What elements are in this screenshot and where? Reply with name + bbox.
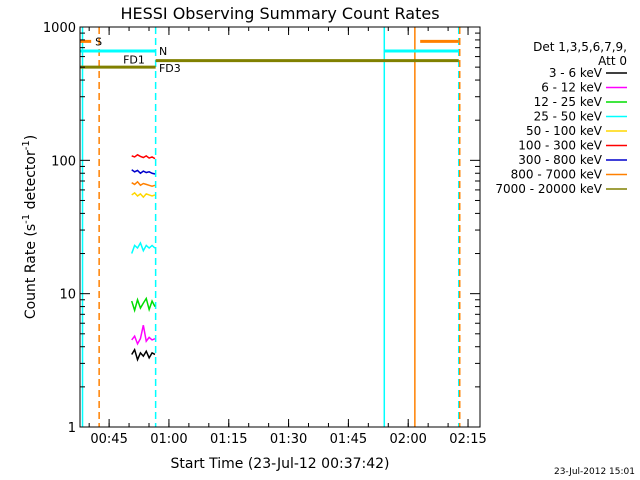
series-line-6-12-kev [131, 325, 156, 346]
x-tick-label: 01:15 [210, 432, 247, 447]
y-axis-label-part: Count Rate (s [23, 224, 39, 319]
legend-label: 50 - 100 keV [526, 124, 603, 138]
legend-label: 800 - 7000 keV [511, 168, 603, 182]
y-axis: 1 10 100 1000 [43, 21, 480, 436]
series-line-100-300-kev [131, 153, 156, 160]
footer-timestamp: 23-Jul-2012 15:01 [554, 467, 635, 477]
series-line-50-100-kev [131, 191, 156, 199]
y-tick-label: 100 [51, 154, 76, 169]
y-axis-label-exponent: -1 [21, 214, 32, 224]
series-line-800-7000-kev [131, 180, 156, 187]
series-line-300-800-kev [131, 169, 156, 175]
series-line-12-25-kev [130, 296, 156, 313]
legend-label: 300 - 800 keV [518, 153, 602, 167]
legend-label: 7000 - 20000 keV [495, 182, 602, 196]
plot-frame [79, 26, 481, 428]
x-tick-label: 02:15 [449, 432, 486, 447]
x-tick-label: 01:00 [150, 432, 187, 447]
legend-label: 25 - 50 keV [534, 110, 603, 124]
y-tick-label: 1 [68, 421, 76, 436]
x-tick-label: 00:45 [90, 432, 127, 447]
flag-label-fd1: FD1 [123, 54, 145, 67]
y-tick-label: 1000 [43, 21, 76, 36]
legend-header: Det 1,3,5,6,7,9, [533, 40, 627, 54]
legend-label: 100 - 300 keV [518, 139, 602, 153]
flag-label-fd3: FD3 [159, 62, 181, 75]
x-tick-label: 02:00 [389, 432, 426, 447]
x-tick-label: 01:30 [270, 432, 307, 447]
y-axis-label-exponent: -1 [21, 140, 32, 150]
legend-label: 3 - 6 keV [549, 66, 603, 80]
x-axis: 00:45 01:00 01:15 01:30 01:45 02:00 02:15 [88, 27, 487, 447]
flag-label-n: N [159, 45, 167, 58]
chart-title: HESSI Observing Summary Count Rates [120, 4, 439, 23]
y-axis-label-part: ) [23, 135, 39, 140]
y-axis-label-part: detector [23, 150, 39, 214]
x-tick-label: 01:45 [330, 432, 367, 447]
plot-area: S N FD1 FD3 [80, 27, 461, 427]
y-tick-label: 10 [59, 288, 76, 303]
legend-label: 6 - 12 keV [541, 81, 603, 95]
legend-label: 12 - 25 keV [534, 95, 603, 109]
legend-header: Att 0 [598, 54, 627, 68]
series-line-25-50-kev [131, 241, 156, 254]
x-axis-label: Start Time (23-Jul-12 00:37:42) [170, 456, 389, 472]
series-line-3-6-kev [131, 347, 156, 362]
flag-label-s: S [95, 35, 102, 48]
y-axis-label: Count Rate (s-1 detector-1) [21, 135, 39, 319]
